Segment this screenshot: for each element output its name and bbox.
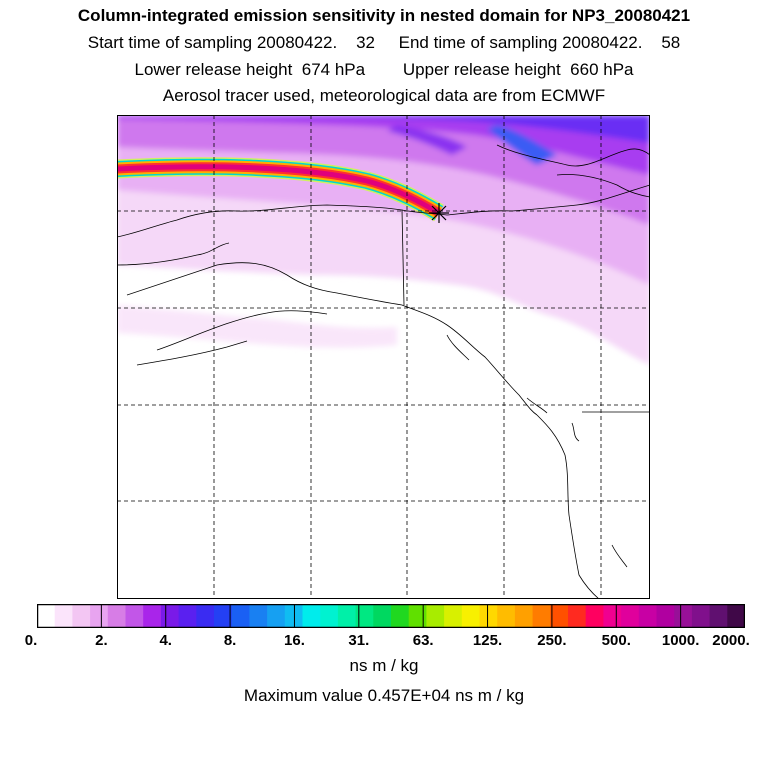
colorbar-tick-label: 31. xyxy=(348,632,370,649)
colorbar-segment xyxy=(514,604,534,628)
colorbar-segment xyxy=(603,604,622,628)
colorbar-segment xyxy=(337,604,357,628)
colorbar-tick-label: 1000. xyxy=(661,632,700,649)
colorbar-segment xyxy=(568,604,587,628)
colorbar-tick-label: 2000. xyxy=(712,632,750,649)
colorbar-tick-label: 125. xyxy=(472,632,503,649)
colorbar-segment xyxy=(408,604,427,628)
colorbar-segment xyxy=(497,604,516,628)
colorbar-segment xyxy=(656,604,675,628)
map-frame xyxy=(117,115,650,599)
plume-trajectory xyxy=(117,157,444,222)
maximum-value-text: Maximum value 0.457E+04 ns m / kg xyxy=(243,686,525,705)
colorbar-tick-label: 500. xyxy=(601,632,631,649)
colorbar xyxy=(37,604,745,628)
colorbar-segment xyxy=(709,604,728,628)
colorbar-segment xyxy=(550,604,569,628)
colorbar-segment xyxy=(302,604,321,628)
colorbar-segment xyxy=(532,604,551,628)
colorbar-tick-label: 0. xyxy=(24,632,38,649)
release-location-marker xyxy=(429,203,449,223)
colorbar-segment xyxy=(90,604,109,628)
colorbar-tick-label: 16. xyxy=(284,632,305,649)
colorbar-segment xyxy=(267,604,286,628)
graticule xyxy=(117,115,650,599)
colorbar-segment xyxy=(72,604,91,628)
colorbar-segment xyxy=(638,604,657,628)
colorbar-segment xyxy=(355,604,374,628)
colorbar-segment xyxy=(284,604,303,628)
colorbar-segment xyxy=(54,604,73,628)
colorbar-segment xyxy=(391,604,410,628)
sampling-time-line: Start time of sampling 20080422. 32 End … xyxy=(87,33,681,52)
colorbar-segment xyxy=(674,604,693,628)
colorbar-segment xyxy=(727,604,745,628)
colorbar-segment xyxy=(479,604,498,628)
colorbar-segment xyxy=(196,604,215,628)
colorbar-tick-label: 250. xyxy=(537,632,567,649)
plot-title: Column-integrated emission sensitivity i… xyxy=(77,6,691,25)
tracer-info-line: Aerosol tracer used, meteorological data… xyxy=(162,86,606,105)
release-height-line: Lower release height 674 hPa Upper relea… xyxy=(134,60,634,79)
colorbar-segment xyxy=(444,604,463,628)
colorbar-segment xyxy=(160,604,180,628)
colorbar-segment xyxy=(373,604,392,628)
colorbar-tick-label: 8. xyxy=(223,632,237,649)
colorbar-segment xyxy=(125,604,144,628)
sensitivity-field xyxy=(117,115,650,365)
colorbar-frame xyxy=(37,604,745,628)
colorbar-segment xyxy=(178,604,197,628)
colorbar-segment xyxy=(691,604,711,628)
colorbar-units: ns m / kg xyxy=(349,656,419,675)
colorbar-segment xyxy=(249,604,268,628)
colorbar-segment xyxy=(37,604,56,628)
colorbar-segment xyxy=(320,604,339,628)
colorbar-tick-label: 2. xyxy=(95,632,108,649)
colorbar-segment xyxy=(621,604,640,628)
colorbar-segment xyxy=(107,604,126,628)
colorbar-tick-label: 63. xyxy=(412,632,434,649)
sensitivity-map xyxy=(117,115,650,599)
colorbar-segment xyxy=(231,604,250,628)
colorbar-segment xyxy=(585,604,604,628)
colorbar-tick-label: 4. xyxy=(159,632,172,649)
colorbar-segment xyxy=(214,604,233,628)
colorbar-segment xyxy=(143,604,162,628)
colorbar-segment xyxy=(426,604,445,628)
colorbar-segment xyxy=(461,604,480,628)
